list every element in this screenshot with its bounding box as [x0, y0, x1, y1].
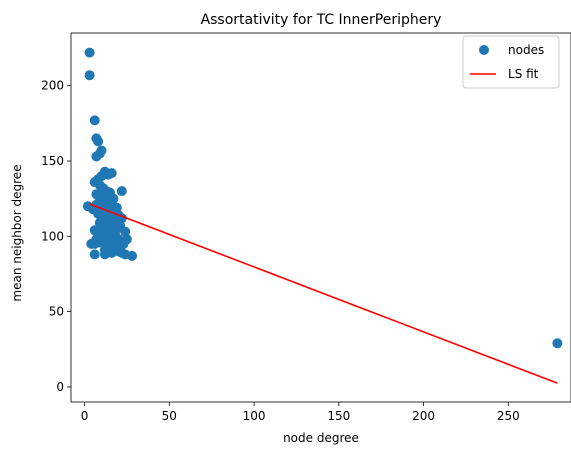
x-axis-label: node degree — [283, 431, 359, 445]
y-axis-label: mean neighbor degree — [10, 164, 24, 301]
data-point — [89, 115, 100, 126]
data-point — [106, 168, 117, 179]
data-point — [96, 145, 107, 156]
plot-area: 0 50 100 150 200 250 0 50 100 150 200 — [41, 32, 571, 423]
data-point — [84, 70, 95, 81]
data-point — [121, 234, 132, 245]
legend-label-ls-fit: LS fit — [508, 67, 539, 81]
x-tick-label: 250 — [497, 409, 520, 423]
y-tick-label: 200 — [41, 79, 64, 93]
data-point — [116, 186, 127, 197]
ls-fit-line — [89, 203, 558, 384]
data-point — [84, 47, 95, 58]
x-tick-label: 50 — [162, 409, 177, 423]
legend: nodes LS fit — [462, 35, 560, 89]
data-point — [89, 238, 100, 249]
legend-marker-nodes — [479, 45, 489, 55]
x-tick-label: 100 — [243, 409, 266, 423]
axes-frame — [70, 32, 571, 403]
chart-title: Assortativity for TC InnerPeriphery — [201, 12, 442, 28]
x-tick-label: 200 — [412, 409, 435, 423]
x-tick-label: 0 — [81, 409, 89, 423]
data-point — [552, 338, 563, 349]
data-point — [93, 136, 104, 147]
data-point — [89, 249, 100, 260]
y-tick-label: 150 — [41, 154, 64, 168]
y-tick-label: 0 — [56, 380, 64, 394]
data-point — [99, 249, 110, 260]
y-tick-label: 50 — [49, 305, 64, 319]
data-point — [120, 226, 131, 237]
y-tick-label: 100 — [41, 229, 64, 243]
x-tick-label: 150 — [327, 409, 350, 423]
data-point — [127, 250, 137, 261]
legend-label-nodes: nodes — [508, 43, 544, 57]
